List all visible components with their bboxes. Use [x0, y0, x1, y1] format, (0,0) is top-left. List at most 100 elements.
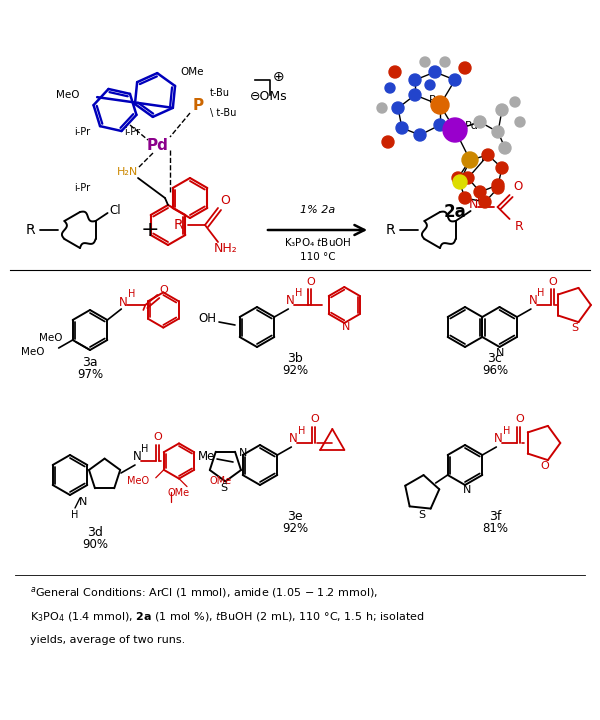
Circle shape	[396, 122, 408, 134]
Text: N: N	[119, 295, 128, 308]
Circle shape	[389, 66, 401, 78]
Circle shape	[479, 196, 491, 208]
Text: R: R	[515, 220, 524, 233]
Circle shape	[459, 192, 471, 204]
Circle shape	[434, 99, 446, 111]
Text: O: O	[310, 414, 319, 424]
Text: 96%: 96%	[482, 364, 508, 377]
Circle shape	[385, 83, 395, 93]
Circle shape	[496, 162, 508, 174]
Circle shape	[409, 74, 421, 86]
Text: P: P	[428, 95, 436, 105]
Circle shape	[429, 66, 441, 78]
Circle shape	[420, 57, 430, 67]
Text: OMe: OMe	[209, 476, 231, 486]
Circle shape	[459, 62, 471, 74]
Circle shape	[482, 149, 494, 161]
Text: 81%: 81%	[482, 523, 508, 536]
Text: H: H	[298, 426, 305, 436]
Text: H₂N: H₂N	[118, 167, 139, 177]
Circle shape	[414, 129, 426, 141]
Text: O: O	[513, 181, 522, 194]
Text: OH: OH	[198, 312, 216, 325]
Text: K$_3$PO$_4$ (1.4 mmol), $\mathbf{2a}$ (1 mol %), $t$BuOH (2 mL), 110 °C, 1.5 h; : K$_3$PO$_4$ (1.4 mmol), $\mathbf{2a}$ (1…	[30, 610, 424, 624]
Text: H: H	[477, 192, 484, 202]
Text: MeO: MeO	[127, 476, 149, 486]
Text: N: N	[481, 153, 489, 163]
Text: N: N	[496, 348, 504, 358]
Text: 3c: 3c	[488, 353, 502, 366]
Text: H: H	[537, 288, 545, 298]
Text: NH₂: NH₂	[214, 241, 238, 254]
Text: 92%: 92%	[282, 364, 308, 377]
Circle shape	[510, 97, 520, 107]
Text: O: O	[220, 194, 230, 207]
Circle shape	[474, 116, 486, 128]
Circle shape	[499, 142, 511, 154]
Text: N: N	[239, 448, 248, 458]
Circle shape	[449, 74, 461, 86]
Text: H: H	[128, 289, 135, 299]
Circle shape	[462, 172, 474, 184]
Text: Me: Me	[199, 451, 215, 464]
Text: S: S	[571, 323, 578, 333]
Circle shape	[462, 152, 478, 168]
Text: OMe: OMe	[180, 67, 204, 77]
Circle shape	[434, 119, 446, 131]
Text: 92%: 92%	[282, 523, 308, 536]
Text: O: O	[515, 414, 524, 424]
Circle shape	[443, 118, 467, 142]
Text: ⊖OMs: ⊖OMs	[250, 91, 288, 104]
Text: 3b: 3b	[287, 353, 303, 366]
Text: 3a: 3a	[82, 356, 98, 369]
Text: N: N	[494, 433, 503, 446]
Circle shape	[409, 89, 421, 101]
Text: O: O	[540, 461, 548, 471]
Text: H: H	[295, 288, 302, 298]
Text: ⊕: ⊕	[273, 70, 285, 84]
Text: N: N	[133, 451, 142, 464]
Text: 1% 2a: 1% 2a	[301, 205, 335, 215]
Text: Cl: Cl	[110, 204, 121, 217]
Text: N: N	[286, 294, 295, 307]
Circle shape	[425, 80, 435, 90]
Circle shape	[474, 186, 486, 198]
Text: t-Bu: t-Bu	[210, 88, 230, 98]
Circle shape	[492, 126, 504, 138]
Text: N: N	[529, 294, 537, 307]
Text: 2a: 2a	[443, 203, 466, 221]
Text: O: O	[548, 277, 557, 287]
Text: i-Pr: i-Pr	[124, 127, 140, 137]
Text: H: H	[503, 426, 510, 436]
Circle shape	[392, 102, 404, 114]
Text: Pd: Pd	[147, 138, 169, 153]
Text: O: O	[159, 285, 167, 295]
Text: yields, average of two runs.: yields, average of two runs.	[30, 635, 185, 645]
Text: N: N	[289, 433, 298, 446]
Circle shape	[377, 103, 387, 113]
Text: \ t-Bu: \ t-Bu	[210, 108, 236, 118]
Text: +: +	[140, 220, 160, 240]
Text: 90%: 90%	[82, 538, 108, 551]
Text: O: O	[306, 277, 314, 287]
Circle shape	[453, 175, 467, 189]
Text: Pd: Pd	[465, 121, 479, 131]
Circle shape	[452, 172, 464, 184]
Text: R: R	[25, 223, 35, 237]
Text: i-Pr: i-Pr	[74, 127, 90, 137]
Text: MeO: MeO	[56, 90, 80, 100]
Circle shape	[496, 104, 508, 116]
Text: R: R	[173, 218, 183, 232]
Text: MeO: MeO	[38, 333, 62, 343]
Circle shape	[515, 117, 525, 127]
Text: 3d: 3d	[87, 526, 103, 539]
Text: K₃PO₄ $t$BuOH: K₃PO₄ $t$BuOH	[284, 236, 352, 248]
Text: OMe: OMe	[168, 488, 190, 498]
Circle shape	[492, 182, 504, 194]
Text: H: H	[71, 510, 79, 520]
Text: 3f: 3f	[489, 510, 501, 523]
Text: N: N	[79, 497, 87, 507]
Text: P: P	[193, 97, 203, 112]
Text: S: S	[220, 483, 227, 493]
Circle shape	[382, 136, 394, 148]
